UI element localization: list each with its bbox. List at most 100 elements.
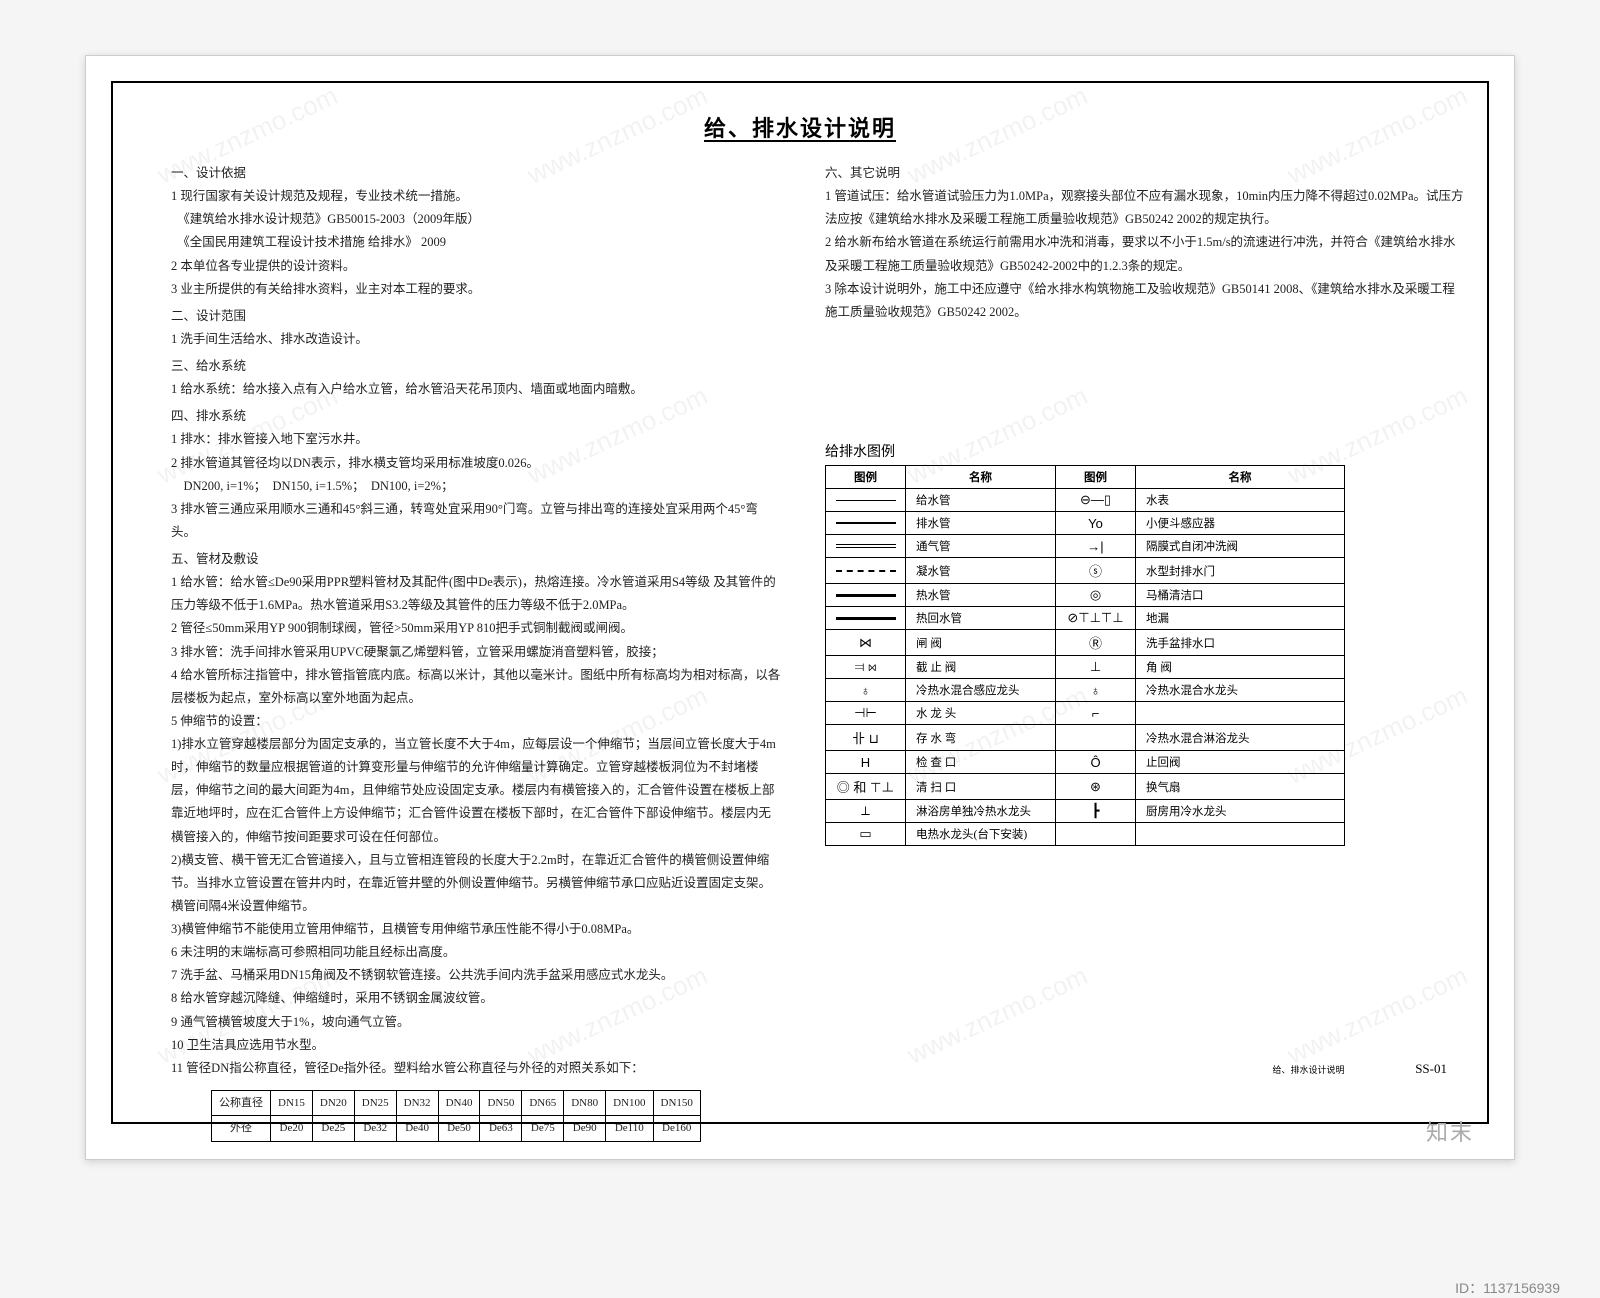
legend-symbol: ⊥ <box>1056 656 1136 679</box>
table-cell: De50 <box>438 1116 480 1141</box>
legend-name: 排水管 <box>906 512 1056 535</box>
table-cell: DN20 <box>312 1090 354 1115</box>
legend-name: 角 阀 <box>1136 656 1345 679</box>
legend-name: 止回阀 <box>1136 751 1345 774</box>
body-line: 1 给水系统：给水接入点有入户给水立管，给水管沿天花吊顶内、墙面或地面内暗敷。 <box>171 378 781 401</box>
legend-symbol <box>826 558 906 584</box>
legend-symbol: →| <box>1056 535 1136 558</box>
legend-symbol <box>1056 725 1136 751</box>
legend-row: ♁冷热水混合感应龙头♁冷热水混合水龙头 <box>826 679 1345 702</box>
table-cell: De63 <box>480 1116 522 1141</box>
table-cell: DN150 <box>653 1090 700 1115</box>
table-cell: DN100 <box>606 1090 653 1115</box>
footer-label: 给、排水设计说明 <box>1272 1065 1344 1075</box>
legend-row: H检 查 口Ô止回阀 <box>826 751 1345 774</box>
legend-name: 小便斗感应器 <box>1136 512 1345 535</box>
legend-symbol <box>826 607 906 630</box>
table-cell: DN80 <box>564 1090 606 1115</box>
body-line: 9 通气管横管坡度大于1%，坡向通气立管。 <box>171 1011 781 1034</box>
legend-name: 水型封排水门 <box>1136 558 1345 584</box>
legend-symbol: ⊛ <box>1056 774 1136 800</box>
table-cell: De20 <box>271 1116 313 1141</box>
brand-watermark: 知末 <box>1426 1115 1474 1147</box>
legend-header: 图例 <box>826 466 906 489</box>
section-heading: 六、其它说明 <box>825 162 1465 185</box>
section-heading: 三、给水系统 <box>171 355 781 378</box>
body-line: 1 现行国家有关设计规范及规程，专业技术统一措施。 <box>171 185 781 208</box>
body-line: 《建筑给水排水设计规范》GB50015-2003（2009年版） <box>171 208 781 231</box>
body-line: 3 除本设计说明外，施工中还应遵守《给水排水构筑物施工及验收规范》GB50141… <box>825 278 1465 324</box>
body-line: 4 给水管所标注指管中，排水管指管底内底。标高以米计，其他以毫米计。图纸中所有标… <box>171 664 781 710</box>
legend-row: ◎ 和 ⊤⊥清 扫 口⊛换气扇 <box>826 774 1345 800</box>
legend-symbol: ┣ <box>1056 800 1136 823</box>
legend-name: 闸 阀 <box>906 630 1056 656</box>
legend-name: 检 查 口 <box>906 751 1056 774</box>
legend-symbol: ⫤ ⋈ <box>826 656 906 679</box>
page-title: 给、排水设计说明 <box>113 111 1487 143</box>
body-line: 2 给水新布给水管道在系统运行前需用水冲洗和消毒，要求以不小于1.5m/s的流速… <box>825 231 1465 277</box>
section-heading: 二、设计范围 <box>171 305 781 328</box>
legend-block: 给排水图例 图例名称图例名称 给水管⊖—▯水表排水管Yo小便斗感应器通气管→|隔… <box>825 441 1345 846</box>
legend-name: 冷热水混合淋浴龙头 <box>1136 725 1345 751</box>
legend-row: 热水管◎马桶清洁口 <box>826 584 1345 607</box>
body-line: DN200, i=1%； DN150, i=1.5%； DN100, i=2%； <box>171 475 781 498</box>
legend-row: 凝水管ⓢ水型封排水门 <box>826 558 1345 584</box>
legend-name: 地漏 <box>1136 607 1345 630</box>
legend-row: 卝 ⊔存 水 弯冷热水混合淋浴龙头 <box>826 725 1345 751</box>
legend-symbol: ◎ 和 ⊤⊥ <box>826 774 906 800</box>
legend-row: ▭电热水龙头(台下安装) <box>826 823 1345 846</box>
body-line: 2 排水管道其管径均以DN表示，排水横支管均采用标准坡度0.026。 <box>171 452 781 475</box>
body-line: 3 排水管三通应采用顺水三通和45°斜三通，转弯处宜采用90°门弯。立管与排出弯… <box>171 498 781 544</box>
legend-row: ⫤ ⋈截 止 阀⊥角 阀 <box>826 656 1345 679</box>
body-line: 5 伸缩节的设置： <box>171 710 781 733</box>
legend-name: 通气管 <box>906 535 1056 558</box>
legend-header: 名称 <box>1136 466 1345 489</box>
pipe-dia-table: 公称直径DN15DN20DN25DN32DN40DN50DN65DN80DN10… <box>211 1090 701 1142</box>
body-line: 1 洗手间生活给水、排水改造设计。 <box>171 328 781 351</box>
body-line: 1 给水管：给水管≤De90采用PPR塑料管材及其配件(图中De表示)，热熔连接… <box>171 571 781 617</box>
legend-name: 热回水管 <box>906 607 1056 630</box>
table-cell: De110 <box>606 1116 653 1141</box>
legend-name <box>1136 702 1345 725</box>
drawing-sheet: 给、排水设计说明 一、设计依据1 现行国家有关设计规范及规程，专业技术统一措施。… <box>85 55 1515 1160</box>
legend-symbol: ⟂ <box>826 800 906 823</box>
left-column: 一、设计依据1 现行国家有关设计规范及规程，专业技术统一措施。 《建筑给水排水设… <box>171 158 781 1142</box>
body-line: 3 排水管：洗手间排水管采用UPVC硬聚氯乙烯塑料管，立管采用螺旋消音塑料管，胶… <box>171 641 781 664</box>
body-line: 3 业主所提供的有关给排水资料，业主对本工程的要求。 <box>171 278 781 301</box>
section-heading: 四、排水系统 <box>171 405 781 428</box>
table-cell: 外径 <box>212 1116 271 1141</box>
table-cell: De90 <box>564 1116 606 1141</box>
legend-name: 换气扇 <box>1136 774 1345 800</box>
legend-symbol: Ô <box>1056 751 1136 774</box>
legend-name: 清 扫 口 <box>906 774 1056 800</box>
table-cell: DN25 <box>354 1090 396 1115</box>
legend-name: 淋浴房单独冷热水龙头 <box>906 800 1056 823</box>
table-cell: DN32 <box>396 1090 438 1115</box>
legend-symbol <box>1056 823 1136 846</box>
legend-header: 图例 <box>1056 466 1136 489</box>
body-line: 7 洗手盆、马桶采用DN15角阀及不锈钢软管连接。公共洗手间内洗手盆采用感应式水… <box>171 964 781 987</box>
legend-name: 水表 <box>1136 489 1345 512</box>
body-line: 2 管径≤50mm采用YP 900铜制球阀，管径>50mm采用YP 810把手式… <box>171 617 781 640</box>
section-heading: 五、管材及敷设 <box>171 548 781 571</box>
legend-symbol <box>826 584 906 607</box>
legend-header: 名称 <box>906 466 1056 489</box>
table-cell: De32 <box>354 1116 396 1141</box>
table-cell: De40 <box>396 1116 438 1141</box>
body-line: 1 排水：排水管接入地下室污水井。 <box>171 428 781 451</box>
legend-symbol: Ⓡ <box>1056 630 1136 656</box>
legend-row: ⋈闸 阀Ⓡ洗手盆排水口 <box>826 630 1345 656</box>
body-line: 10 卫生洁具应选用节水型。 <box>171 1034 781 1057</box>
legend-symbol: ⋈ <box>826 630 906 656</box>
table-cell: DN50 <box>480 1090 522 1115</box>
legend-symbol: ♁ <box>1056 679 1136 702</box>
legend-name: 洗手盆排水口 <box>1136 630 1345 656</box>
legend-name <box>1136 823 1345 846</box>
legend-symbol: ◎ <box>1056 584 1136 607</box>
image-id: ID：1137156939 <box>1455 1278 1560 1298</box>
legend-symbol <box>826 489 906 512</box>
legend-symbol: H <box>826 751 906 774</box>
legend-row: ⟂淋浴房单独冷热水龙头┣厨房用冷水龙头 <box>826 800 1345 823</box>
drawing-frame: 给、排水设计说明 一、设计依据1 现行国家有关设计规范及规程，专业技术统一措施。… <box>111 81 1489 1124</box>
legend-symbol: ⊖—▯ <box>1056 489 1136 512</box>
